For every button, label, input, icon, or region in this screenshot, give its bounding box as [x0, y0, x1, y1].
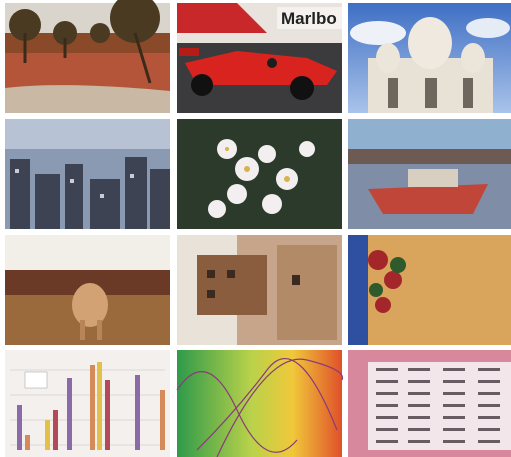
- spectrum-image: [177, 350, 343, 457]
- orchard-photo: [5, 0, 170, 113]
- race-car-photo: Marlbo: [177, 3, 342, 113]
- table-image: [348, 350, 511, 457]
- cathedral-photo: [348, 3, 511, 113]
- building-photo: [177, 235, 342, 345]
- city-photo: [5, 119, 170, 229]
- bar-chart-image: [5, 350, 170, 457]
- blossom-photo: [177, 119, 342, 229]
- sign-text: Marlbo: [281, 9, 337, 28]
- wall-flower-photo: [348, 235, 511, 345]
- photo-collage: Marlbo: [0, 0, 511, 457]
- boat-photo: [348, 119, 511, 229]
- cow-photo: [5, 235, 170, 345]
